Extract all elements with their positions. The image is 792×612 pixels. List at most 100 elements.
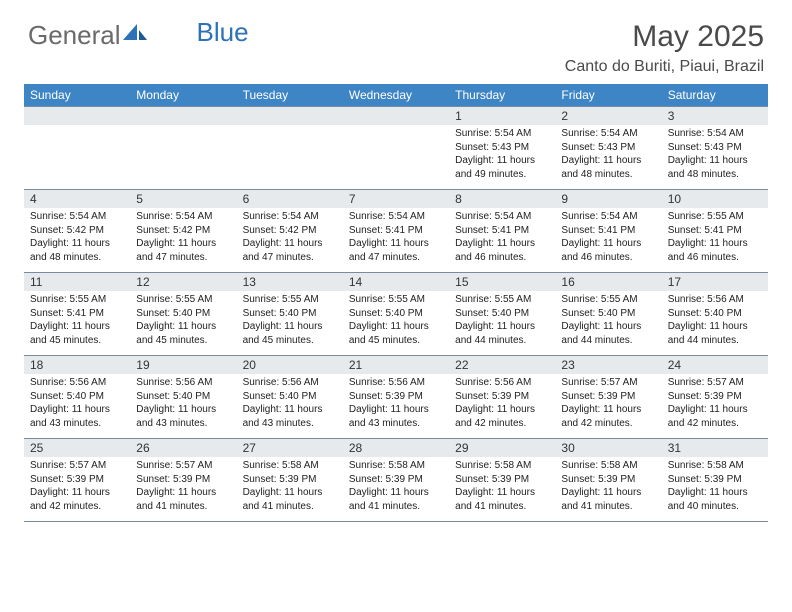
sunset-value: 5:39 PM xyxy=(386,474,423,485)
date-number-cell: 27 xyxy=(237,439,343,457)
daylight-label: Daylight: xyxy=(30,321,72,332)
date-number-cell: 6 xyxy=(237,190,343,208)
sunset-value: 5:40 PM xyxy=(492,308,529,319)
daylight-label: Daylight: xyxy=(136,404,178,415)
date-number-row: 18192021222324 xyxy=(24,355,768,374)
date-info-row: Sunrise: 5:57 AMSunset: 5:39 PMDaylight:… xyxy=(24,457,768,522)
daylight-label: Daylight: xyxy=(136,238,178,249)
date-info-cell: Sunrise: 5:55 AMSunset: 5:40 PM Daylight:… xyxy=(555,291,661,355)
sunset-label: Sunset: xyxy=(243,391,280,402)
sunset-label: Sunset: xyxy=(455,391,492,402)
sunset-value: 5:40 PM xyxy=(598,308,635,319)
daylight-label: Daylight: xyxy=(561,321,603,332)
date-number-cell: 2 xyxy=(555,107,661,125)
daylight-label: Daylight: xyxy=(30,404,72,415)
sunrise-label: Sunrise: xyxy=(561,294,600,305)
sunset-label: Sunset: xyxy=(668,474,705,485)
sunrise-label: Sunrise: xyxy=(455,211,494,222)
daylight-label: Daylight: xyxy=(668,321,710,332)
daylight-label: Daylight: xyxy=(30,238,72,249)
sunrise-value: 5:54 AM xyxy=(495,128,532,139)
sunset-value: 5:39 PM xyxy=(173,474,210,485)
sunrise-label: Sunrise: xyxy=(30,460,69,471)
sunrise-label: Sunrise: xyxy=(668,128,707,139)
sunset-value: 5:41 PM xyxy=(598,225,635,236)
sunset-label: Sunset: xyxy=(349,391,386,402)
date-number-cell: 10 xyxy=(662,190,768,208)
sunrise-value: 5:57 AM xyxy=(69,460,106,471)
sunset-value: 5:40 PM xyxy=(67,391,104,402)
date-number-cell: 26 xyxy=(130,439,236,457)
daylight-label: Daylight: xyxy=(349,404,391,415)
date-number-cell: 9 xyxy=(555,190,661,208)
sunrise-label: Sunrise: xyxy=(243,460,282,471)
daylight-label: Daylight: xyxy=(455,238,497,249)
sunset-value: 5:40 PM xyxy=(386,308,423,319)
daylight-label: Daylight: xyxy=(243,487,285,498)
sunset-value: 5:40 PM xyxy=(279,391,316,402)
daylight-label: Daylight: xyxy=(561,487,603,498)
sunset-label: Sunset: xyxy=(561,391,598,402)
sunset-label: Sunset: xyxy=(455,142,492,153)
sunset-value: 5:41 PM xyxy=(492,225,529,236)
daylight-label: Daylight: xyxy=(668,487,710,498)
sunrise-value: 5:55 AM xyxy=(69,294,106,305)
sunset-label: Sunset: xyxy=(349,474,386,485)
date-info-cell: Sunrise: 5:58 AMSunset: 5:39 PMDaylight:… xyxy=(662,457,768,521)
sunset-label: Sunset: xyxy=(30,391,67,402)
daylight-label: Daylight: xyxy=(349,238,391,249)
date-number-cell: 13 xyxy=(237,273,343,291)
sunset-label: Sunset: xyxy=(561,474,598,485)
date-info-cell: Sunrise: 5:56 AMSunset: 5:40 PMDaylight:… xyxy=(130,374,236,438)
sunset-label: Sunset: xyxy=(561,308,598,319)
day-header-cell: Sunday xyxy=(24,84,130,106)
sunrise-label: Sunrise: xyxy=(349,460,388,471)
sunset-label: Sunset: xyxy=(30,225,67,236)
date-number-cell: 1 xyxy=(449,107,555,125)
sunrise-value: 5:57 AM xyxy=(176,460,213,471)
date-number-cell: 21 xyxy=(343,356,449,374)
sunset-value: 5:39 PM xyxy=(492,391,529,402)
sunset-value: 5:41 PM xyxy=(704,225,741,236)
sunrise-value: 5:57 AM xyxy=(601,377,638,388)
sunset-value: 5:40 PM xyxy=(173,391,210,402)
sunrise-label: Sunrise: xyxy=(243,377,282,388)
sunset-label: Sunset: xyxy=(30,474,67,485)
sunset-value: 5:43 PM xyxy=(704,142,741,153)
date-info-cell: Sunrise: 5:55 AMSunset: 5:41 PMDaylight:… xyxy=(662,208,768,272)
date-info-cell: Sunrise: 5:58 AMSunset: 5:39 PMDaylight:… xyxy=(237,457,343,521)
sunrise-value: 5:54 AM xyxy=(495,211,532,222)
daylight-label: Daylight: xyxy=(668,155,710,166)
sunrise-value: 5:55 AM xyxy=(601,294,638,305)
date-info-cell: Sunrise: 5:55 AMSunset: 5:40 PMDaylight:… xyxy=(130,291,236,355)
sunset-value: 5:39 PM xyxy=(704,474,741,485)
date-info-cell: Sunrise: 5:58 AMSunset: 5:39 PMDaylight:… xyxy=(343,457,449,521)
sunrise-label: Sunrise: xyxy=(455,460,494,471)
date-number-cell: 20 xyxy=(237,356,343,374)
sunrise-value: 5:54 AM xyxy=(388,211,425,222)
sunset-label: Sunset: xyxy=(668,225,705,236)
date-info-cell: Sunrise: 5:54 AMSunset: 5:43 PMDaylight:… xyxy=(662,125,768,189)
daylight-label: Daylight: xyxy=(136,321,178,332)
date-number-cell: 12 xyxy=(130,273,236,291)
month-title: May 2025 xyxy=(565,20,764,54)
sunset-label: Sunset: xyxy=(136,474,173,485)
daylight-label: Daylight: xyxy=(561,155,603,166)
date-number-cell: 11 xyxy=(24,273,130,291)
sunrise-label: Sunrise: xyxy=(668,294,707,305)
sunrise-label: Sunrise: xyxy=(30,211,69,222)
day-header-cell: Thursday xyxy=(449,84,555,106)
sunrise-label: Sunrise: xyxy=(30,294,69,305)
date-number-cell: 14 xyxy=(343,273,449,291)
sunrise-label: Sunrise: xyxy=(243,211,282,222)
sunrise-label: Sunrise: xyxy=(455,377,494,388)
sunset-label: Sunset: xyxy=(561,225,598,236)
day-header-row: Sunday Monday Tuesday Wednesday Thursday… xyxy=(24,84,768,106)
sunrise-value: 5:58 AM xyxy=(282,460,319,471)
date-info-cell: Sunrise: 5:56 AMSunset: 5:40 PMDaylight:… xyxy=(24,374,130,438)
date-number-cell: 23 xyxy=(555,356,661,374)
sunrise-label: Sunrise: xyxy=(349,294,388,305)
sunrise-value: 5:58 AM xyxy=(601,460,638,471)
date-info-cell: Sunrise: 5:54 AMSunset: 5:41 PMDaylight:… xyxy=(555,208,661,272)
sunset-label: Sunset: xyxy=(349,225,386,236)
